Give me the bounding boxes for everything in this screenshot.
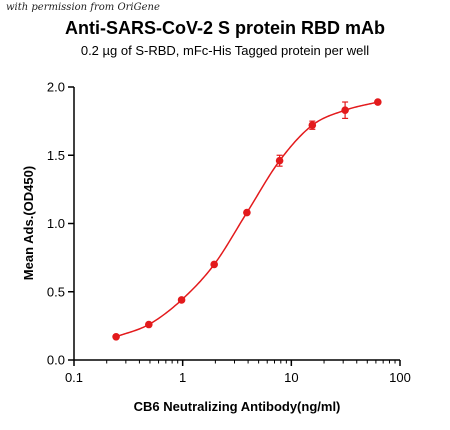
data-point (341, 106, 349, 115)
x-tick-label: 100 (389, 370, 411, 385)
data-points-layer (112, 98, 382, 341)
data-point (112, 332, 120, 341)
y-tick-label: 2.0 (47, 80, 65, 95)
data-point (145, 320, 153, 329)
data-point (243, 208, 251, 217)
data-point (210, 260, 218, 269)
chart-axes: 0.0 0.5 1.0 1.5 2.0 0.1 1 10 100 (47, 80, 411, 386)
data-point (275, 156, 284, 165)
x-tick-label: 10 (284, 370, 298, 385)
y-axis-label: Mean Ads.(OD450) (21, 166, 36, 280)
x-tick-label: 1 (179, 370, 186, 385)
fit-curve-layer (115, 101, 379, 338)
watermark-text: with permission from OriGene (6, 2, 160, 13)
data-point (374, 98, 382, 106)
data-point (177, 296, 186, 304)
x-axis-label: CB6 Neutralizing Antibody(ng/ml) (134, 399, 341, 414)
y-tick-label: 1.0 (47, 216, 65, 231)
y-tick-label: 0.0 (47, 353, 65, 368)
fit-curve (115, 101, 379, 338)
y-tick-label: 1.5 (47, 148, 65, 163)
chart-title: Anti-SARS-CoV-2 S protein RBD mAb (64, 18, 385, 38)
x-tick-label: 0.1 (65, 370, 83, 385)
y-tick-label: 0.5 (47, 284, 65, 299)
data-point (308, 121, 317, 130)
chart-subtitle: 0.2 µg of S-RBD, mFc-His Tagged protein … (80, 43, 370, 58)
